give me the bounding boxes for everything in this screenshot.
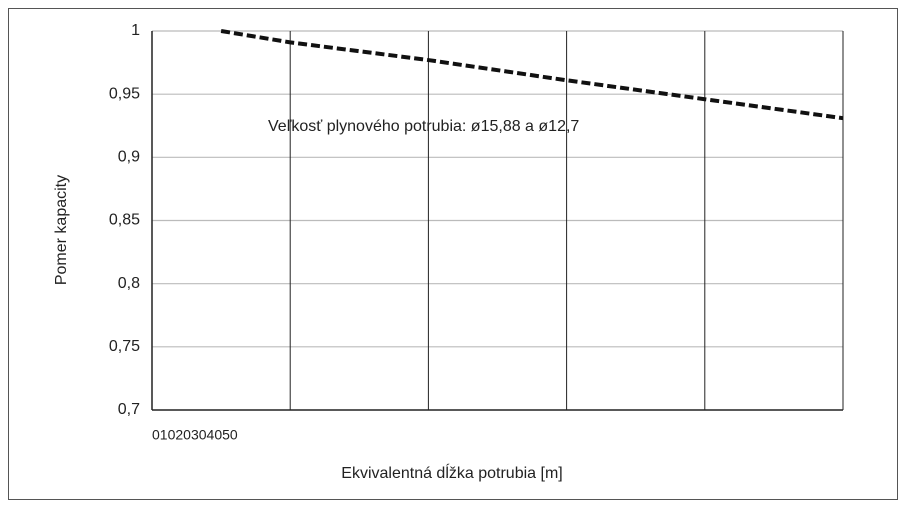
data-line: [220, 29, 844, 121]
y-tick-label: 0,8: [118, 275, 140, 292]
x-tick-label: 20: [175, 427, 191, 443]
frame: [8, 8, 898, 500]
y-axis-label: Pomer kapacity: [53, 175, 70, 285]
x-tick-label: 50: [222, 427, 238, 443]
x-tick-label: 0: [152, 427, 160, 443]
y-tick-label: 0,9: [118, 149, 140, 166]
x-tick-label: 30: [191, 427, 207, 443]
x-axis-label: Ekvivalentná dĺžka potrubia [m]: [341, 463, 562, 482]
y-tick-label: 0,85: [109, 212, 140, 229]
x-tick-label: 10: [160, 427, 176, 443]
annotation: Veľkosť plynového potrubia: ø15,88 a ø12…: [268, 118, 579, 135]
y-tick-label: 0,75: [109, 338, 140, 355]
y-tick-label: 0,95: [109, 85, 140, 102]
y-tick-label: 0,7: [118, 401, 140, 418]
y-tick-label: 1: [131, 22, 140, 39]
x-tick-label: 40: [207, 427, 223, 443]
